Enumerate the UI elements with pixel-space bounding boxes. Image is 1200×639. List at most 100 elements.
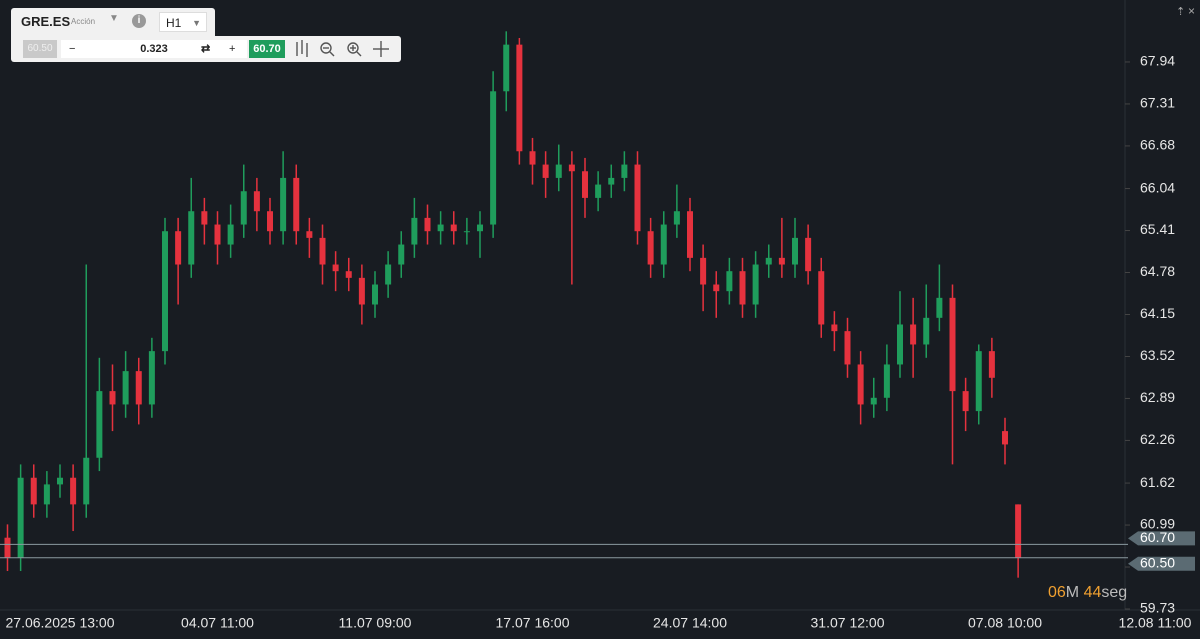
dropdown-arrow: ▼ bbox=[192, 18, 201, 28]
x-tick-label: 27.06.2025 13:00 bbox=[6, 615, 115, 631]
chart-type-icon[interactable] bbox=[296, 40, 308, 57]
candle-body bbox=[411, 217, 418, 245]
buy-button[interactable]: 60.70 bbox=[249, 40, 285, 58]
zoom-out-icon[interactable] bbox=[320, 42, 335, 57]
x-tick-label: 24.07 14:00 bbox=[653, 615, 727, 631]
candle-body bbox=[30, 477, 37, 505]
candle-body bbox=[83, 457, 90, 505]
close-icon[interactable]: × bbox=[1188, 4, 1195, 18]
candle-body bbox=[555, 164, 562, 178]
candle-body bbox=[162, 231, 168, 352]
candle-body bbox=[818, 271, 825, 325]
candle-body bbox=[936, 297, 943, 318]
candle-body bbox=[201, 211, 208, 225]
candle-body bbox=[109, 391, 116, 405]
symbol[interactable]: GRE.ES bbox=[21, 14, 71, 29]
candle-body bbox=[43, 484, 50, 505]
countdown: 06M 44seg bbox=[1048, 584, 1127, 602]
toolbar-bottom: 60.50 − 0.323 ⇄ + 60.70 bbox=[11, 36, 401, 62]
candle-body bbox=[700, 257, 707, 285]
x-tick-label: 11.07 09:00 bbox=[339, 615, 412, 631]
candle-body bbox=[188, 211, 195, 265]
candle-body bbox=[608, 177, 615, 185]
candle-body bbox=[910, 324, 917, 345]
candle-body bbox=[595, 184, 602, 198]
candle-body bbox=[70, 477, 77, 505]
pan-icon[interactable] bbox=[373, 41, 389, 57]
candle-body bbox=[975, 351, 982, 412]
candle-body bbox=[634, 164, 641, 232]
candle-body bbox=[962, 391, 969, 412]
candle-body bbox=[844, 331, 851, 365]
candle-body bbox=[450, 224, 457, 232]
timeframe: H1 bbox=[166, 16, 182, 30]
symbol-dropdown[interactable]: ▼ bbox=[109, 13, 119, 24]
x-tick-label: 17.07 16:00 bbox=[496, 615, 570, 631]
price-line-label: 60.70 bbox=[1140, 529, 1175, 545]
candle-body bbox=[398, 244, 405, 265]
timeframe-select[interactable]: H1 ▼ bbox=[159, 12, 207, 32]
x-tick-label: 31.07 12:00 bbox=[811, 615, 885, 631]
y-tick-label: 63.52 bbox=[1140, 347, 1175, 363]
candle-body bbox=[4, 537, 11, 558]
y-tick-label: 62.26 bbox=[1140, 431, 1175, 447]
quantity-input[interactable]: − 0.323 ⇄ + bbox=[61, 40, 247, 58]
increase[interactable]: + bbox=[229, 43, 236, 55]
candle-body bbox=[805, 237, 812, 272]
candle-body bbox=[267, 211, 273, 232]
candle-body bbox=[227, 224, 234, 245]
candle-body bbox=[477, 224, 483, 232]
candle-body bbox=[306, 231, 313, 238]
candle-body bbox=[437, 224, 444, 232]
x-tick-label: 07.08 10:00 bbox=[968, 615, 1042, 631]
x-tick-label: 04.07 11:00 bbox=[181, 615, 254, 631]
candle-body bbox=[752, 264, 759, 305]
candle-body bbox=[568, 164, 575, 172]
y-tick-label: 62.89 bbox=[1140, 389, 1175, 405]
candle-body bbox=[621, 164, 628, 178]
x-tick-label: 12.08 11:00 bbox=[1119, 615, 1192, 631]
y-tick-label: 65.41 bbox=[1140, 221, 1175, 237]
candle-body bbox=[529, 151, 536, 165]
info-icon[interactable]: i bbox=[132, 14, 146, 28]
candle-body bbox=[280, 177, 287, 232]
candle-body bbox=[713, 284, 720, 292]
candle-body bbox=[949, 297, 956, 392]
candle-body bbox=[175, 231, 182, 265]
price-line-label: 60.50 bbox=[1140, 554, 1175, 570]
y-tick-label: 67.31 bbox=[1140, 95, 1175, 111]
candle-body bbox=[17, 477, 24, 558]
candle-body bbox=[96, 391, 103, 458]
y-tick-label: 59.73 bbox=[1140, 600, 1175, 616]
decrease[interactable]: − bbox=[69, 43, 76, 55]
candle-body bbox=[135, 371, 142, 405]
candle-body bbox=[870, 397, 877, 405]
toolbar: GRE.ES Acción ▼ i H1 ▼ 60.50 − 0.323 ⇄ + … bbox=[11, 8, 401, 62]
countdown-seconds: 44 bbox=[1083, 584, 1102, 601]
candle-body bbox=[385, 264, 392, 285]
candle-body bbox=[988, 351, 995, 378]
zoom-in-icon[interactable] bbox=[347, 42, 362, 57]
candle-body bbox=[647, 231, 654, 265]
maximize-icon[interactable]: ⇡ bbox=[1176, 6, 1185, 18]
candle-body bbox=[831, 324, 838, 332]
candle-body bbox=[293, 177, 300, 232]
candle-body bbox=[1002, 431, 1008, 445]
y-tick-label: 61.62 bbox=[1140, 474, 1175, 490]
candle-body bbox=[765, 257, 772, 265]
y-tick-label: 66.04 bbox=[1140, 179, 1175, 195]
countdown-minutes: 06 bbox=[1048, 584, 1066, 601]
swap[interactable]: ⇄ bbox=[201, 43, 211, 55]
y-tick-label: 64.15 bbox=[1140, 305, 1175, 321]
candle-body bbox=[372, 284, 378, 305]
candle-body bbox=[897, 324, 903, 365]
candle-body bbox=[582, 171, 588, 198]
candle-body bbox=[923, 317, 930, 345]
instrument-type: Acción bbox=[71, 17, 96, 26]
toolbar-top: GRE.ES Acción ▼ i H1 ▼ bbox=[11, 8, 215, 36]
candle-body bbox=[214, 224, 221, 245]
y-tick-label: 66.68 bbox=[1140, 137, 1175, 153]
sell-button[interactable]: 60.50 bbox=[23, 40, 57, 58]
